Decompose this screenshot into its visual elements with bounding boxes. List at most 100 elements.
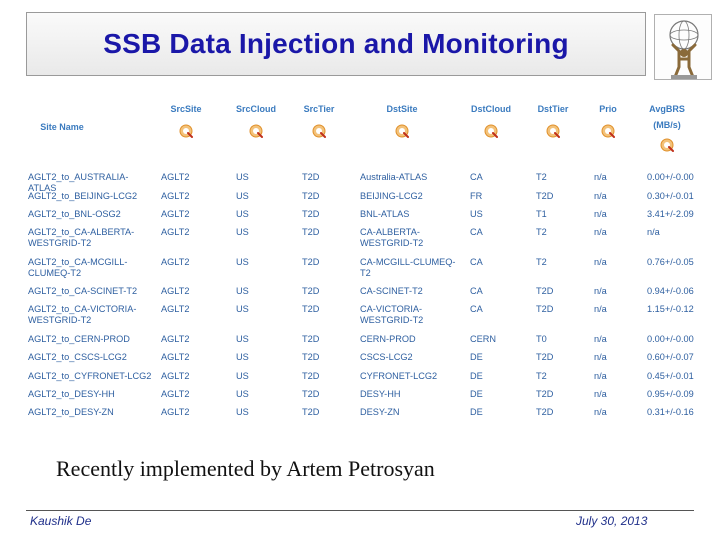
column-header-site[interactable]: Site Name	[40, 122, 84, 132]
cell-srcsite: AGLT2	[161, 352, 190, 362]
cell-avgbrs: 0.60+/-0.07	[647, 352, 694, 362]
column-header-prio[interactable]: Prio	[599, 104, 617, 114]
sort-icon[interactable]	[395, 124, 409, 138]
cell-srcsite: AGLT2	[161, 191, 190, 201]
cell-dstsite: CSCS-LCG2	[360, 352, 413, 362]
cell-prio: n/a	[594, 172, 607, 182]
sort-icon[interactable]	[546, 124, 560, 138]
cell-dstsite: Australia-ATLAS	[360, 172, 428, 182]
cell-avgbrs: 0.00+/-0.00	[647, 172, 694, 182]
sort-icon[interactable]	[312, 124, 326, 138]
column-header-srccloud[interactable]: SrcCloud	[235, 104, 276, 114]
cell-avgbrs: 0.45+/-0.01	[647, 371, 694, 381]
cell-dstcloud: DE	[470, 352, 483, 362]
cell-dstsite: BNL-ATLAS	[360, 209, 410, 219]
cell-srccloud: US	[236, 352, 249, 362]
cell-dstcloud: CA	[470, 172, 483, 182]
cell-dstsite: DESY-HH	[360, 389, 401, 399]
column-header-dstsite[interactable]: DstSite	[386, 104, 418, 114]
cell-dsttier: T2D	[536, 389, 554, 399]
cell-site[interactable]: AGLT2_to_CSCS-LCG2	[28, 352, 127, 362]
cell-prio: n/a	[594, 286, 607, 296]
footer-author: Kaushik De	[30, 514, 92, 528]
cell-srctier: T2D	[302, 209, 320, 219]
sort-icon[interactable]	[179, 124, 193, 138]
cell-srctier: T2D	[302, 257, 320, 267]
cell-prio: n/a	[594, 389, 607, 399]
sort-icon[interactable]	[601, 124, 615, 138]
cell-srccloud: US	[236, 389, 249, 399]
cell-dstsite: CYFRONET-LCG2	[360, 371, 438, 381]
cell-dstcloud: CA	[470, 304, 483, 314]
column-header-dsttier[interactable]: DstTier	[537, 104, 569, 114]
cell-srccloud: US	[236, 209, 249, 219]
cell-dstcloud: US	[470, 209, 483, 219]
cell-site[interactable]: AGLT2_to_BNL-OSG2	[28, 209, 121, 219]
cell-srccloud: US	[236, 407, 249, 417]
cell-srcsite: AGLT2	[161, 389, 190, 399]
cell-srctier: T2D	[302, 371, 320, 381]
cell-srccloud: US	[236, 286, 249, 296]
cell-dstcloud: CA	[470, 227, 483, 237]
cell-dsttier: T2	[536, 227, 547, 237]
cell-srctier: T2D	[302, 304, 320, 314]
cell-dstcloud: DE	[470, 389, 483, 399]
cell-srcsite: AGLT2	[161, 334, 190, 344]
cell-srcsite: AGLT2	[161, 407, 190, 417]
column-header-srctier[interactable]: SrcTier	[303, 104, 335, 114]
cell-site[interactable]: AGLT2_to_CYFRONET-LCG2	[28, 371, 152, 381]
cell-dstcloud: CA	[470, 257, 483, 267]
cell-srcsite: AGLT2	[161, 286, 190, 296]
cell-srccloud: US	[236, 334, 249, 344]
cell-dstcloud: FR	[470, 191, 483, 201]
cell-srcsite: AGLT2	[161, 257, 190, 267]
cell-site[interactable]: AGLT2_to_BEIJING-LCG2	[28, 191, 138, 201]
cell-dstcloud: CA	[470, 286, 483, 296]
column-header-avgbrs[interactable]: AvgBRS	[649, 104, 685, 114]
cell-dstsite: CA-SCINET-T2	[360, 286, 423, 296]
cell-site[interactable]: AGLT2_to_CA-ALBERTA-WESTGRID-T2	[28, 227, 135, 248]
cell-dstsite: CA-VICTORIA-WESTGRID-T2	[360, 304, 424, 325]
cell-srctier: T2D	[302, 334, 320, 344]
cell-prio: n/a	[594, 209, 607, 219]
column-header-unit: (MB/s)	[653, 120, 681, 130]
cell-site[interactable]: AGLT2_to_CERN-PROD	[28, 334, 130, 344]
sort-icon[interactable]	[484, 124, 498, 138]
cell-srctier: T2D	[302, 191, 320, 201]
cell-avgbrs: 0.00+/-0.00	[647, 334, 694, 344]
cell-dsttier: T1	[536, 209, 547, 219]
cell-site[interactable]: AGLT2_to_CA-MCGILL-CLUMEQ-T2	[28, 257, 128, 278]
cell-dsttier: T2D	[536, 286, 554, 296]
column-header-dstcloud[interactable]: DstCloud	[471, 104, 511, 114]
cell-prio: n/a	[594, 371, 607, 381]
cell-srctier: T2D	[302, 407, 320, 417]
cell-prio: n/a	[594, 304, 607, 314]
cell-avgbrs: n/a	[647, 227, 660, 237]
cell-srccloud: US	[236, 257, 249, 267]
cell-prio: n/a	[594, 227, 607, 237]
footer-date: July 30, 2013	[576, 514, 648, 528]
cell-site[interactable]: AGLT2_to_AUSTRALIA-ATLAS	[28, 172, 129, 193]
cell-srctier: T2D	[302, 172, 320, 182]
cell-srccloud: US	[236, 304, 249, 314]
sort-icon[interactable]	[660, 138, 674, 152]
cell-avgbrs: 3.41+/-2.09	[647, 209, 694, 219]
cell-srctier: T2D	[302, 352, 320, 362]
atlas-logo	[654, 14, 712, 80]
cell-dsttier: T2	[536, 172, 547, 182]
cell-site[interactable]: AGLT2_to_CA-VICTORIA-WESTGRID-T2	[28, 304, 137, 325]
cell-prio: n/a	[594, 352, 607, 362]
cell-dstsite: DESY-ZN	[360, 407, 400, 417]
cell-prio: n/a	[594, 257, 607, 267]
cell-site[interactable]: AGLT2_to_DESY-ZN	[28, 407, 114, 417]
cell-dsttier: T2	[536, 257, 547, 267]
cell-dstsite: CA-ALBERTA-WESTGRID-T2	[360, 227, 424, 248]
sort-icon[interactable]	[249, 124, 263, 138]
cell-dstcloud: CERN	[470, 334, 497, 344]
cell-site[interactable]: AGLT2_to_DESY-HH	[28, 389, 115, 399]
cell-srcsite: AGLT2	[161, 371, 190, 381]
cell-avgbrs: 0.30+/-0.01	[647, 191, 694, 201]
cell-site[interactable]: AGLT2_to_CA-SCINET-T2	[28, 286, 138, 296]
cell-srccloud: US	[236, 172, 249, 182]
column-header-srcsite[interactable]: SrcSite	[170, 104, 202, 114]
